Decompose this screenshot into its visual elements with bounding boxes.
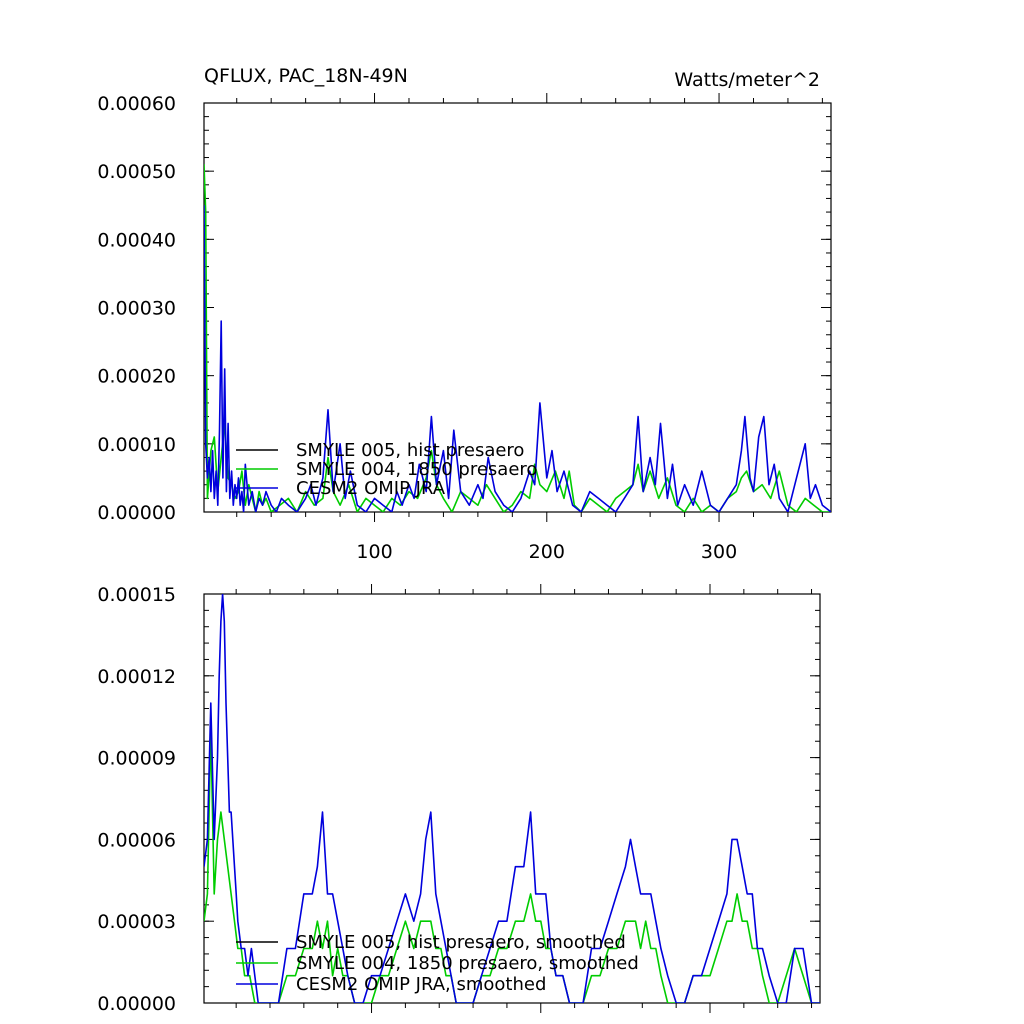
series-line-smyle-004-1850-presaero-smoothed — [204, 729, 820, 1003]
y-tick-label: 0.00000 — [97, 502, 176, 524]
y-tick-label: 0.00006 — [97, 829, 176, 851]
y-tick-label: 0.00000 — [97, 993, 176, 1015]
y-tick-label: 0.00009 — [97, 748, 176, 770]
y-tick-label: 0.00010 — [97, 434, 176, 456]
y-tick-label: 0.00015 — [97, 584, 176, 606]
legend-label: SMYLE 004, 1850 presaero, smoothed — [296, 953, 639, 974]
x-tick-label: 300 — [701, 541, 737, 563]
y-tick-label: 0.00030 — [97, 298, 176, 320]
series-line-cesm2-omip-jra-smoothed — [204, 594, 820, 1003]
y-tick-label: 0.00060 — [97, 93, 176, 115]
top-panel: 0.00000 0.00010 0.00020 0.00030 0.00040 0.000… — [97, 93, 832, 563]
y-tick-label: 0.00020 — [97, 366, 176, 388]
legend-label: SMYLE 005, hist presaero, smoothed — [296, 932, 626, 953]
y-tick-label: 0.00040 — [97, 229, 176, 251]
y-tick-label: 0.00003 — [97, 911, 176, 933]
y-tick-label: 0.00050 — [97, 161, 176, 183]
x-tick-label: 100 — [356, 541, 392, 563]
plot-frame — [203, 593, 821, 1004]
series-line-smyle-004-1850-presaero — [204, 164, 831, 512]
legend-label: CESM2 OMIP JRA — [296, 478, 446, 499]
legend-label: SMYLE 005, hist presaero — [296, 440, 524, 461]
series-line-cesm2-omip-jra — [204, 205, 831, 512]
chart-title: QFLUX, PAC_18N-49N — [204, 65, 408, 87]
bottom-panel: 0.00000 0.00003 0.00006 0.00009 0.00012 0.000… — [97, 584, 821, 1015]
legend-label: SMYLE 004, 1850 presaero — [296, 459, 537, 480]
legend-label: CESM2 OMIP JRA, smoothed — [296, 974, 546, 995]
x-tick-label: 200 — [529, 541, 565, 563]
y-tick-label: 0.00012 — [97, 666, 176, 688]
units-label: Watts/meter^2 — [674, 69, 820, 91]
